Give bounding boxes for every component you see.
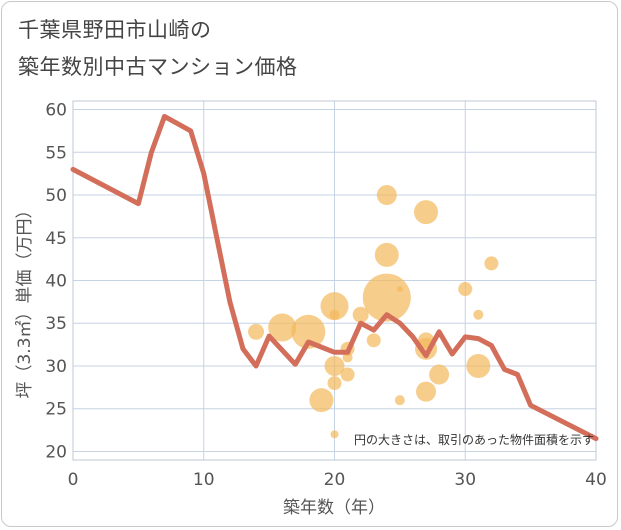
x-tick-label: 40	[585, 470, 607, 490]
chart-title: 千葉県野田市山崎の 築年数別中古マンション価格	[18, 12, 298, 86]
x-tick-label: 0	[68, 470, 79, 490]
bubble-point	[362, 273, 411, 322]
x-axis-ticks: 0 10 20 30 40	[68, 470, 607, 490]
bubble-point	[324, 355, 345, 376]
y-tick-label: 35	[45, 314, 67, 334]
y-tick-label: 50	[45, 186, 67, 206]
bubble-point	[320, 292, 349, 321]
x-tick-label: 20	[324, 470, 346, 490]
bubble-point	[396, 286, 403, 293]
bubble-point	[484, 256, 499, 271]
y-axis-ticks: 20 25 30 35 40 45 50 55 60	[45, 101, 67, 463]
y-tick-label: 55	[45, 143, 67, 163]
bubble-point	[429, 364, 450, 385]
bubble-point	[416, 381, 437, 402]
bubble-point	[291, 314, 326, 349]
size-note: 円の大きさは、取引のあった物件面積を示す	[354, 432, 594, 447]
line-series	[70, 113, 599, 442]
bubble-point	[309, 388, 334, 413]
x-tick-label: 10	[193, 470, 215, 490]
average-price-line	[70, 113, 599, 442]
bubble-point	[466, 353, 491, 378]
y-tick-label: 30	[45, 357, 67, 377]
bubble-point	[366, 333, 381, 348]
bubble-point	[248, 323, 265, 340]
plot-area	[72, 100, 597, 461]
y-tick-label: 20	[45, 442, 67, 462]
chart-title-line-1: 千葉県野田市山崎の	[18, 18, 212, 42]
bubble-point	[352, 306, 369, 323]
bubble-point	[473, 309, 484, 320]
bubble-point	[327, 376, 342, 391]
bubble-point	[374, 242, 399, 267]
chart-title-line-2: 築年数別中古マンション価格	[18, 55, 298, 79]
y-tick-label: 25	[45, 400, 67, 420]
bubble-point	[329, 309, 340, 320]
x-tick-label: 30	[454, 470, 476, 490]
bubble-point	[330, 430, 339, 439]
bubble-point	[458, 282, 473, 297]
bubble-point	[414, 200, 439, 225]
bubble-point	[268, 313, 297, 342]
bubble-point	[342, 352, 353, 363]
bubble-series	[248, 185, 499, 439]
y-tick-label: 40	[45, 272, 67, 292]
bubble-point	[340, 367, 355, 382]
y-axis-label: 坪（3.3㎡）単価（万円）	[15, 201, 35, 398]
y-tick-label: 60	[45, 101, 67, 121]
bubble-point	[376, 185, 397, 206]
x-axis-label: 築年数（年）	[283, 498, 385, 518]
y-tick-label: 45	[45, 229, 67, 249]
bubble-point	[394, 395, 405, 406]
